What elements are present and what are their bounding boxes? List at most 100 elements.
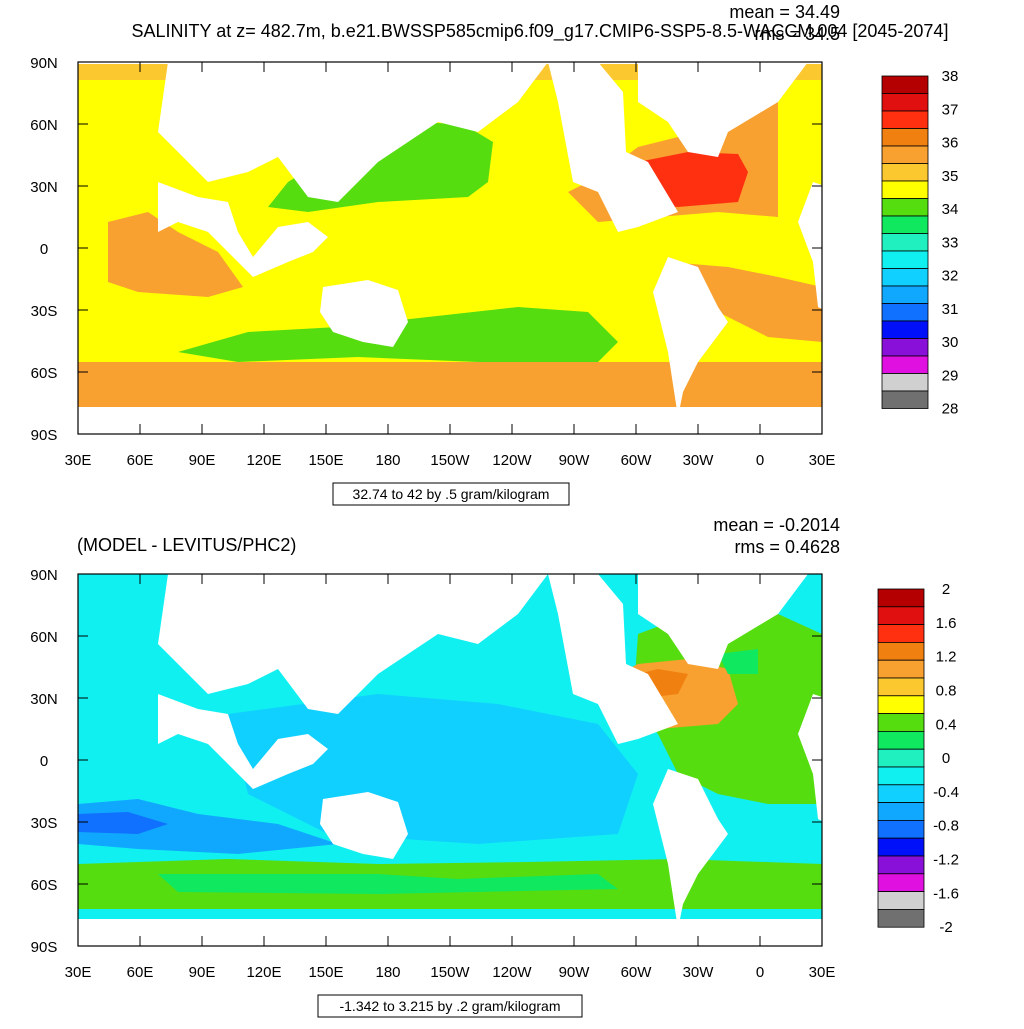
colorbar-swatch [881,338,929,357]
bottom-south-indian-region [78,799,338,854]
colorbar-swatch [877,820,925,839]
colorbar-swatch [877,766,925,786]
bottom-mean-label: mean = -0.2014 [713,515,840,535]
lon-label: 120E [246,452,281,469]
colorbar-label: 37 [942,101,959,118]
lon-label: 60W [621,964,653,981]
colorbar-label: -0.8 [933,818,959,835]
bottom-contour-info-box [317,994,583,1018]
colorbar-label: -1.6 [933,885,959,902]
colorbar-label: 33 [942,234,959,251]
lat-label: 0 [40,753,48,770]
lon-label: 120E [246,964,281,981]
colorbar-swatch [877,695,925,714]
lon-label: 60W [621,452,653,469]
top-rms-label: rms = 34.5 [754,24,840,44]
lon-label: 90W [559,964,591,981]
colorbar-label: 1.2 [936,649,957,666]
colorbar-swatch [881,198,929,217]
lon-label: 180 [375,452,400,469]
colorbar-swatch [881,268,929,287]
top-southern-orange-band [78,362,822,407]
colorbar-swatch [881,215,929,234]
lat-label: 30S [31,815,58,832]
bottom-title: (MODEL - LEVITUS/PHC2) [77,535,296,555]
lon-label: 30W [683,452,715,469]
bottom-panel: (MODEL - LEVITUS/PHC2) mean = -0.2014 rm… [30,515,959,1018]
lon-label: 0 [756,964,764,981]
lat-label: 60N [30,629,58,646]
top-colorbar-labels: 38 37 36 35 34 33 32 31 30 29 28 [942,68,959,418]
colorbar-label: 35 [942,168,959,185]
lon-label: 30E [65,452,92,469]
colorbar-label: 30 [942,334,959,351]
colorbar-label: 2 [942,581,950,598]
lat-label: 90S [31,427,58,444]
lon-label: 30E [65,964,92,981]
top-colorbar [881,75,929,409]
bottom-rms-label: rms = 0.4628 [734,537,840,557]
lon-label: 150W [430,964,470,981]
colorbar-swatch [877,713,925,732]
colorbar-label: 32 [942,268,959,285]
colorbar-swatch [881,390,929,409]
lat-label: 30S [31,303,58,320]
colorbar-label: -0.4 [933,784,959,801]
lon-label: 150E [308,964,343,981]
colorbar-swatch [881,250,929,269]
bottom-colorbar-labels: 2 1.6 1.2 0.8 0.4 0 -0.4 -0.8 -1.2 -1.6 -2 [933,581,959,936]
top-axis-ticks [77,61,823,435]
top-panel: SALINITY at z= 482.7m, b.e21.BWSSP585cmi… [30,2,959,506]
lon-label: 30E [809,964,836,981]
colorbar-swatch [881,180,929,199]
colorbar-label: 28 [942,401,959,418]
lat-label: 60S [31,877,58,894]
bottom-north-atlantic-patch [718,649,758,674]
colorbar-swatch [881,285,929,304]
lon-label: 180 [375,964,400,981]
bottom-southern-mid-band [158,874,618,894]
colorbar-swatch [877,624,925,643]
lat-label: 90N [30,55,58,72]
lon-label: 30E [809,452,836,469]
colorbar-swatch [877,873,925,892]
top-map [78,62,888,437]
lat-label: 90S [31,939,58,956]
lat-label: 60S [31,365,58,382]
colorbar-label: 1.6 [936,615,957,632]
colorbar-swatch [877,588,925,608]
colorbar-swatch [881,145,929,164]
lat-label: 30N [30,179,58,196]
colorbar-swatch [881,93,929,112]
colorbar-swatch [877,802,925,821]
colorbar-label: 0 [942,750,950,767]
top-contour-info-box [332,482,570,506]
colorbar-swatch [881,128,929,147]
lon-label: 90E [189,452,216,469]
colorbar-swatch [877,659,925,679]
top-title: SALINITY at z= 482.7m, b.e21.BWSSP585cmi… [132,21,949,42]
colorbar-label: 38 [942,68,959,85]
colorbar-swatch [877,677,925,697]
colorbar-swatch [877,855,925,875]
bottom-colorbar [877,588,925,928]
bottom-lon-labels: 30E 60E 90E 120E 150E 180 150W 120W 90W 60W 30W 0 30… [65,964,836,981]
colorbar-label: -1.2 [933,852,959,869]
bottom-map [78,574,888,949]
top-contour-info: 32.74 to 42 by .5 gram/kilogram [353,486,550,502]
lon-label: 60E [127,452,154,469]
colorbar-swatch [881,355,929,374]
lon-label: 120W [492,964,532,981]
colorbar-swatch [881,110,929,129]
lat-label: 90N [30,567,58,584]
colorbar-swatch [877,748,925,768]
lon-label: 120W [492,452,532,469]
bottom-contour-info: -1.342 to 3.215 by .2 gram/kilogram [339,998,560,1014]
colorbar-swatch [877,909,925,928]
bottom-deep-blue-region [78,812,168,834]
colorbar-label: 0.8 [936,682,957,699]
colorbar-swatch [877,731,925,750]
lon-label: 30W [683,964,715,981]
top-lon-labels: 30E 60E 90E 120E 150E 180 150W 120W 90W 60W 30W 0 30… [65,452,836,469]
